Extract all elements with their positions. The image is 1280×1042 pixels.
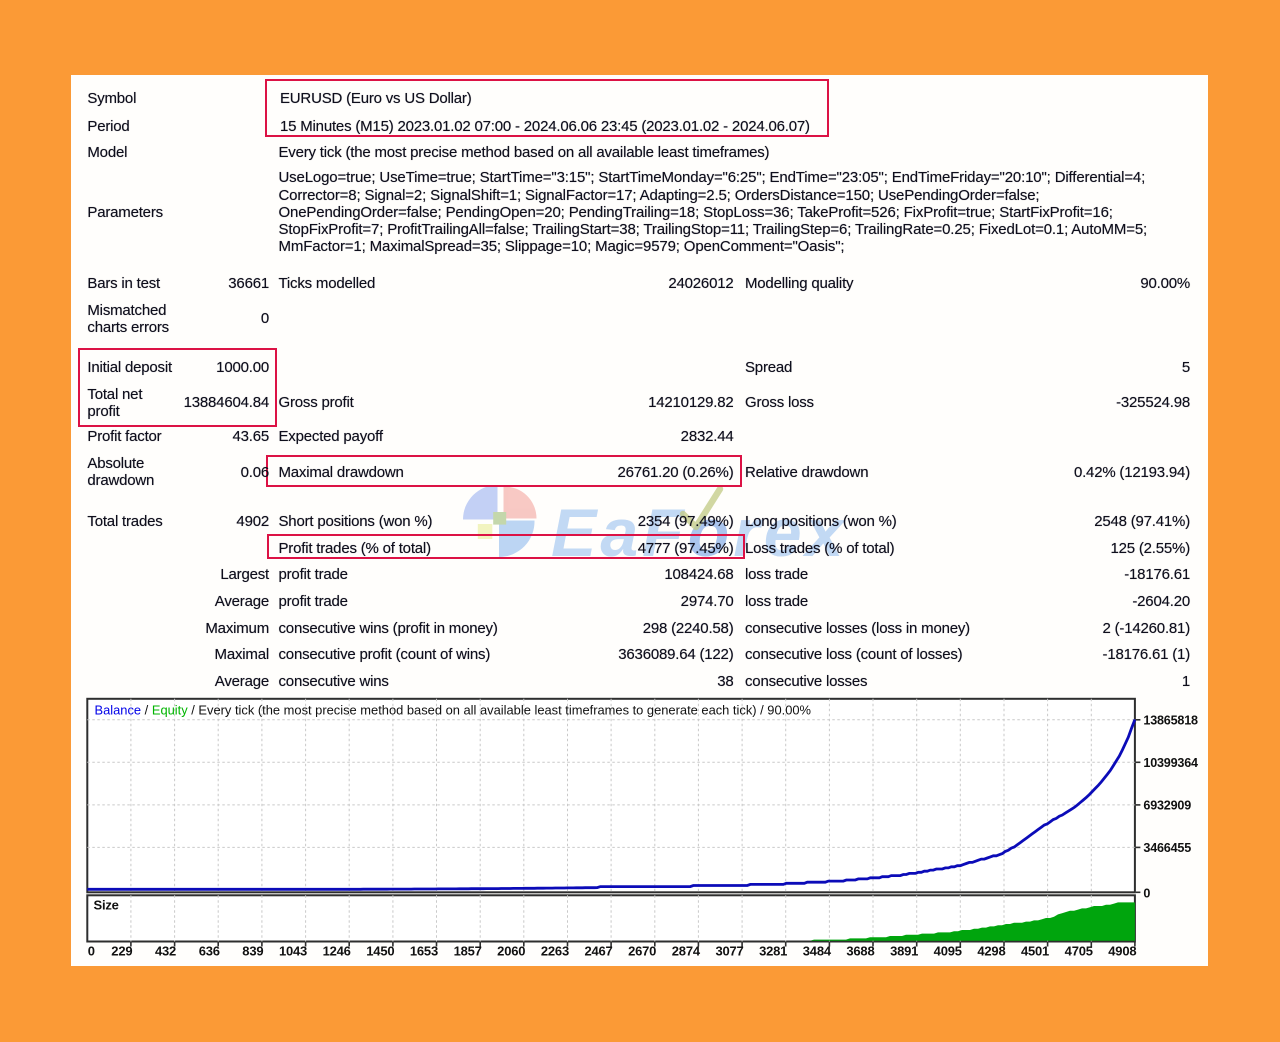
- svg-text:3077: 3077: [715, 944, 743, 959]
- svg-text:Size: Size: [94, 898, 119, 913]
- svg-text:13865818: 13865818: [1143, 714, 1198, 728]
- svg-text:4501: 4501: [1021, 944, 1049, 959]
- svg-text:4095: 4095: [934, 944, 962, 959]
- svg-text:2670: 2670: [628, 944, 656, 959]
- svg-text:1450: 1450: [366, 944, 394, 959]
- svg-text:1043: 1043: [279, 944, 307, 959]
- svg-text:229: 229: [111, 944, 132, 959]
- svg-text:3484: 3484: [803, 944, 832, 959]
- svg-text:2060: 2060: [497, 944, 525, 959]
- svg-text:0: 0: [88, 944, 95, 959]
- svg-text:2467: 2467: [584, 944, 612, 959]
- svg-text:3891: 3891: [890, 944, 918, 959]
- svg-text:1653: 1653: [410, 944, 438, 959]
- svg-text:4298: 4298: [977, 944, 1005, 959]
- svg-text:2874: 2874: [672, 944, 701, 959]
- svg-text:4705: 4705: [1065, 944, 1093, 959]
- svg-text:6932909: 6932909: [1143, 799, 1191, 813]
- svg-text:3466455: 3466455: [1143, 841, 1191, 855]
- svg-text:1857: 1857: [454, 944, 482, 959]
- svg-text:0: 0: [1143, 887, 1150, 901]
- svg-text:4908: 4908: [1108, 944, 1136, 959]
- svg-text:3688: 3688: [846, 944, 874, 959]
- svg-text:432: 432: [155, 944, 176, 959]
- svg-text:839: 839: [242, 944, 263, 959]
- svg-text:3281: 3281: [759, 944, 787, 959]
- svg-text:1246: 1246: [323, 944, 351, 959]
- svg-text:2263: 2263: [541, 944, 569, 959]
- svg-text:636: 636: [199, 944, 220, 959]
- svg-text:Balance / Equity / Every tick: Balance / Equity / Every tick (the most …: [95, 703, 812, 718]
- svg-text:10399364: 10399364: [1143, 756, 1198, 770]
